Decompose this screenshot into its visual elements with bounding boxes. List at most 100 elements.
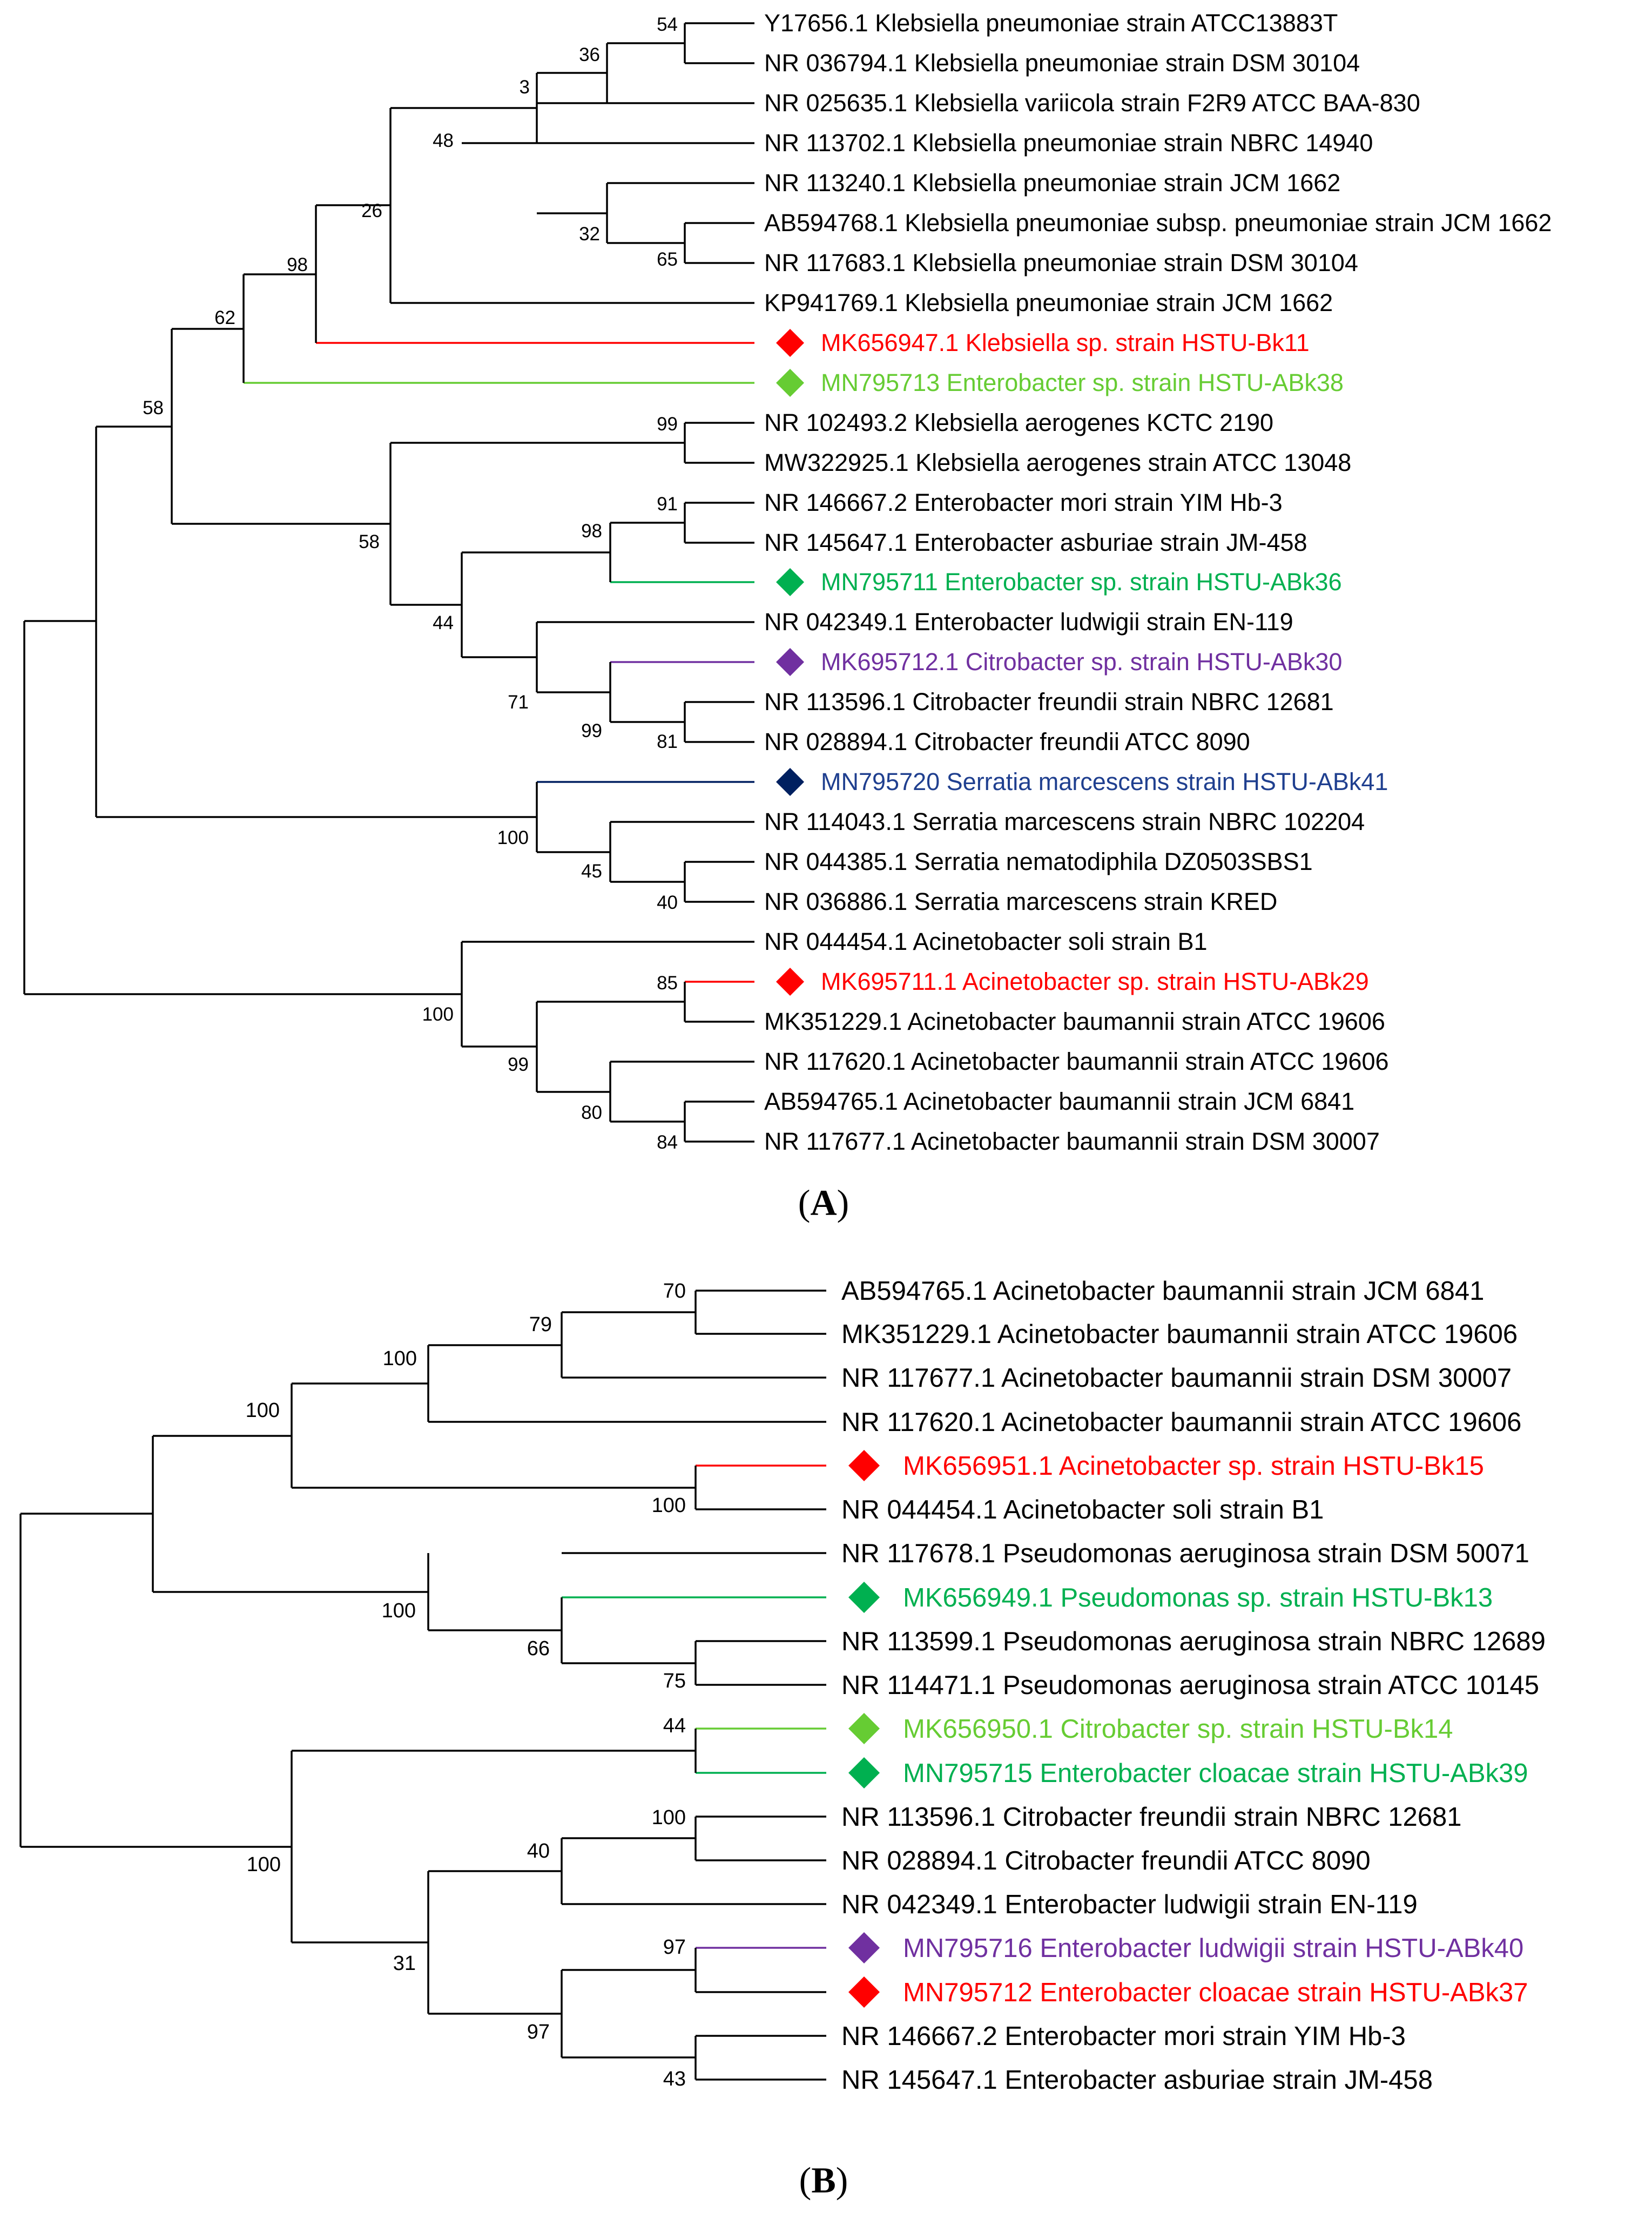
branch [537,822,611,882]
leaf-label: NR 113702.1 Klebsiella pneumoniae strain… [764,129,1373,157]
leaf-label: NR 117620.1 Acinetobacter baumannii stra… [764,1048,1389,1075]
leaf-label: NR 145647.1 Enterobacter asburiae strain… [841,2066,1433,2095]
bootstrap-value: 100 [422,1004,454,1025]
branch [24,942,463,1047]
bootstrap-value: 99 [657,414,678,435]
branch [537,43,608,103]
leaf-label: MK695711.1 Acinetobacter sp. strain HSTU… [821,968,1369,995]
bootstrap-value: 100 [652,1494,686,1517]
bootstrap-value: 99 [581,720,602,741]
bootstrap-value: 70 [663,1280,686,1303]
branch [537,183,608,243]
bootstrap-value: 98 [581,521,602,542]
branch [24,427,97,817]
bootstrap-value: 80 [581,1102,602,1123]
bootstrap-value: 58 [359,531,380,552]
panel-letter-b: (B) [799,2159,848,2201]
branch [21,1751,293,1942]
bootstrap-value: 100 [652,1806,686,1829]
bootstrap-value: 91 [657,494,678,515]
leaf-label: MN795716 Enterobacter ludwigii strain HS… [903,1934,1523,1963]
bootstrap-value: 3 [520,77,530,98]
leaf-label: NR 145647.1 Enterobacter asburiae strain… [764,529,1307,556]
leaf-label: NR 036886.1 Serratia marcescens strain K… [764,888,1277,915]
bootstrap-value: 58 [143,397,164,419]
leaf-label: NR 113596.1 Citrobacter freundii strain … [764,688,1334,716]
bootstrap-value: 36 [579,44,600,65]
leaf-label: NR 146667.2 Enterobacter mori strain YIM… [764,489,1283,516]
branch [610,702,686,742]
branch [390,73,538,143]
leaf-label: NR 146667.2 Enterobacter mori strain YIM… [841,2022,1406,2051]
bootstrap-value: 66 [527,1637,550,1660]
panel-letter-a: (A) [798,1182,849,1223]
leaf-label: MN795713 Enterobacter sp. strain HSTU-AB… [821,369,1344,396]
leaf-label: NR 028894.1 Citrobacter freundii ATCC 80… [764,728,1250,755]
leaf-label: NR 117677.1 Acinetobacter baumannii stra… [764,1128,1380,1155]
branch [292,1345,429,1422]
leaf-label: MN795711 Enterobacter sp. strain HSTU-AB… [821,568,1342,596]
leaf-label: NR 025635.1 Klebsiella variicola strain … [764,89,1420,117]
leaf-label: NR 113240.1 Klebsiella pneumoniae strain… [764,169,1340,197]
leaf-label: NR 114043.1 Serratia marcescens strain N… [764,808,1365,835]
branch [428,1970,563,2057]
branch [562,1948,697,1992]
branch [562,1641,697,1685]
bootstrap-value: 32 [579,224,600,245]
leaf-label: MN795720 Serratia marcescens strain HSTU… [821,768,1388,795]
branch [96,782,538,852]
leaf-label: MK351229.1 Acinetobacter baumannii strai… [841,1320,1518,1349]
bootstrap-value: 44 [433,612,454,633]
leaf-label: NR 036794.1 Klebsiella pneumoniae strain… [764,49,1360,77]
leaf-label: MK695712.1 Citrobacter sp. strain HSTU-A… [821,648,1342,676]
bootstrap-value: 40 [657,892,678,913]
leaf-label: NR 117620.1 Acinetobacter baumannii stra… [841,1408,1521,1437]
leaf-label: NR 044454.1 Acinetobacter soli strain B1 [764,928,1207,955]
branch [462,622,538,692]
branch [292,1729,697,1773]
bootstrap-value: 45 [581,861,602,882]
leaf-label: MK656949.1 Pseudomonas sp. strain HSTU-B… [903,1583,1493,1612]
leaf-label: MK656950.1 Citrobacter sp. strain HSTU-B… [903,1715,1453,1744]
leaf-label: NR 113599.1 Pseudomonas aeruginosa strai… [841,1627,1546,1656]
leaf-label: NR 028894.1 Citrobacter freundii ATCC 80… [841,1846,1371,1875]
branch [537,982,686,1022]
branch [462,1002,538,1092]
diamond-marker-icon [776,768,804,796]
branch [390,552,463,657]
bootstrap-value: 75 [663,1670,686,1692]
bootstrap-value: 31 [393,1952,416,1975]
bootstrap-value: 43 [663,2068,686,2090]
bootstrap-value: 100 [383,1347,417,1370]
branch [610,1102,686,1142]
diamond-marker-icon [776,369,804,397]
diamond-marker-icon [848,1932,880,1963]
branch [537,662,611,722]
bootstrap-value: 71 [508,692,529,713]
branch [153,1553,429,1630]
branch [244,205,317,343]
branch [610,862,686,902]
branch [562,2036,697,2080]
bootstrap-value: 26 [361,200,382,221]
branch [292,1466,697,1509]
bootstrap-value: 65 [657,249,678,270]
bootstrap-value: 81 [657,731,678,752]
bootstrap-value: 62 [214,307,235,328]
branch [428,1838,563,1904]
leaf-label: NR 044454.1 Acinetobacter soli strain B1 [841,1495,1324,1524]
bootstrap-value: 98 [287,254,308,275]
leaf-label: AB594765.1 Acinetobacter baumannii strai… [764,1088,1354,1115]
branch [462,523,611,582]
leaf-label: AB594768.1 Klebsiella pneumoniae subsp. … [764,209,1552,237]
bootstrap-value: 85 [657,973,678,994]
diamond-marker-icon [848,1450,880,1481]
bootstrap-value: 54 [657,14,678,35]
bootstrap-value: 97 [527,2021,550,2043]
branch [562,1291,697,1334]
branch [428,1312,563,1378]
branch [316,108,392,303]
leaf-label: Y17656.1 Klebsiella pneumoniae strain AT… [764,9,1338,37]
leaf-label: NR 102493.2 Klebsiella aerogenes KCTC 21… [764,409,1273,436]
